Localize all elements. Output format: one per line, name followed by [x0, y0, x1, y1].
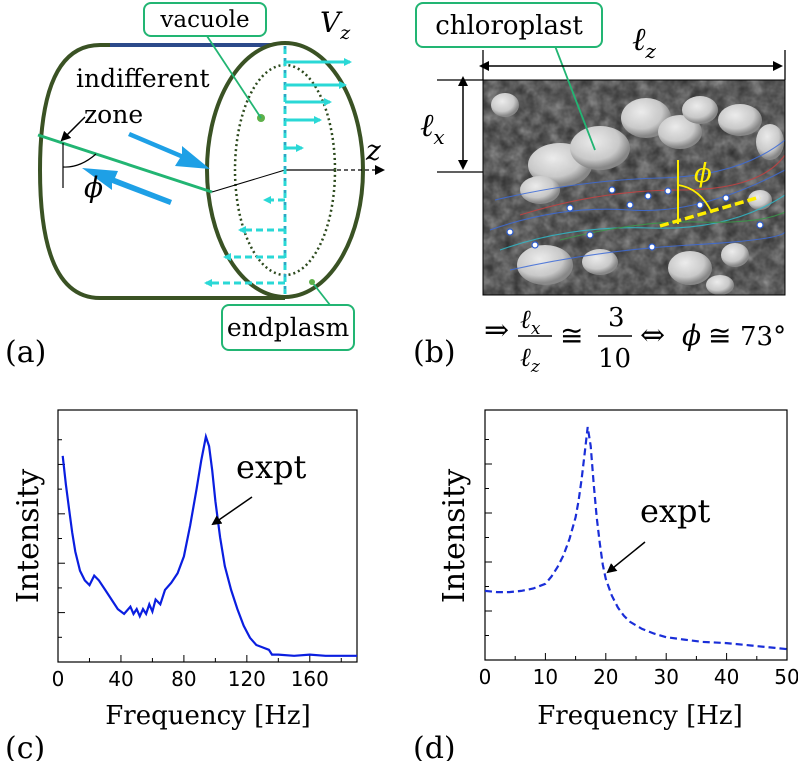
chart-d-annotation-arrow — [606, 541, 646, 574]
chart-d-annotation-text: expt — [640, 492, 710, 530]
ratio-numerator: ℓx — [520, 305, 541, 339]
velocity-label: Vz — [320, 6, 351, 44]
vacuole-label: vacuole — [159, 7, 249, 33]
x-tick-label: 120 — [228, 667, 266, 691]
x-tick-label: 20 — [593, 665, 618, 689]
endplasm-dot — [309, 279, 315, 285]
chart-c-yticks — [58, 439, 65, 638]
phi-value: 73° — [740, 322, 786, 352]
chart-c-annotation: expt — [211, 448, 306, 526]
panel-label-a: (a) — [5, 335, 46, 370]
micrograph-image — [483, 80, 785, 295]
flow-traces — [489, 139, 785, 271]
x-tick-label: 50 — [774, 665, 798, 689]
chloroplast-label: chloroplast — [435, 11, 583, 41]
indifferent-zone-ref — [211, 169, 286, 193]
chart-c-frame — [57, 409, 358, 663]
chart-c-ylabel: Intensity — [11, 469, 46, 603]
panel-label-d: (d) — [413, 731, 456, 761]
x-tick-label: 0 — [479, 665, 492, 689]
x-tick-label: 30 — [653, 665, 678, 689]
approx-symbol-2: ≅ — [708, 319, 731, 352]
phi-arc — [677, 184, 713, 214]
x-tick-label: 160 — [291, 667, 329, 691]
chart-c-annotation-text: expt — [236, 448, 306, 486]
implies-symbol: ⇒ — [484, 313, 509, 348]
angle-arc — [62, 153, 97, 168]
chart-d-xticks — [484, 653, 788, 660]
phi-dashed-line — [659, 195, 761, 228]
vacuole-pointer — [204, 32, 262, 119]
chart-d-yticks — [485, 439, 492, 636]
chart-d-xlabel: Frequency [Hz] — [537, 701, 743, 731]
chart-d-annotation: expt — [606, 492, 710, 574]
x-tick-label: 0 — [52, 667, 65, 691]
cylinder-outline — [37, 43, 285, 300]
panel-label-c: (c) — [5, 731, 45, 761]
x-tick-label: 10 — [533, 665, 558, 689]
micrograph-frame — [482, 79, 786, 296]
endplasm-callout-box — [221, 304, 355, 351]
chart-c-xticks — [57, 655, 342, 662]
tracer-dots — [506, 186, 764, 251]
chloroplast-blobs — [491, 93, 784, 295]
diagram-a: vacuole endplasm indifferent zone ϕ Vz z… — [5, 2, 385, 370]
ratio-value-den: 10 — [598, 344, 631, 374]
chart-d-frame — [484, 409, 788, 661]
indifferent-label-line2: zone — [84, 100, 143, 129]
endplasm-label: endplasm — [227, 313, 350, 342]
ratio-denominator: ℓz — [520, 343, 541, 377]
ratio-value-num: 3 — [608, 303, 625, 333]
chloroplast-callout-box — [415, 2, 603, 48]
velocity-arrows-forward — [285, 58, 352, 152]
chart-c-series-line — [61, 432, 357, 657]
velocity-arrows-backward — [204, 196, 285, 287]
z-axis-label: z — [365, 134, 381, 167]
phi-marker-label: ϕ — [694, 159, 712, 189]
chart-d-ylabel: Intensity — [437, 469, 472, 603]
vacuole-callout-box — [143, 2, 267, 37]
ratio-equation: ⇒ ℓx ℓz ≅ 3 10 ⇔ ϕ ≅ 73° — [484, 303, 786, 377]
chart-c-annotation-arrow — [211, 496, 253, 526]
indifferent-zone-line — [37, 133, 213, 194]
endplasm-pointer — [311, 281, 331, 306]
indifferent-label-line1: indifferent — [76, 64, 210, 93]
chart-d-xtick-labels: 0 10 20 30 40 50 — [479, 665, 798, 689]
iff-symbol: ⇔ — [640, 318, 665, 353]
x-tick-label: 40 — [714, 665, 739, 689]
lx-label: ℓx — [420, 106, 445, 149]
lz-label: ℓz — [632, 20, 656, 63]
x-tick-label: 80 — [171, 667, 196, 691]
chart-d-series-line — [484, 426, 788, 651]
approx-symbol-1: ≅ — [560, 319, 583, 352]
micrograph-b: ϕ chloroplast ℓz ℓx ⇒ ℓx ℓz ≅ 3 10 ⇔ — [413, 2, 786, 377]
panel-label-b: (b) — [413, 335, 456, 370]
streaming-arrows — [82, 132, 210, 205]
x-tick-label: 40 — [108, 667, 133, 691]
angle-phi-label: ϕ — [84, 171, 103, 204]
chart-c-xtick-labels: 0 40 80 120 160 — [52, 667, 329, 691]
phi-symbol: ϕ — [682, 319, 701, 352]
chart-c: 0 40 80 120 160 expt Intensity Frequency [Hz… — [5, 409, 358, 761]
chart-c-xlabel: Frequency [Hz] — [105, 701, 311, 731]
indifferent-pointer — [60, 116, 86, 142]
chart-d: 0 10 20 30 40 50 expt Intensity Frequency [Hz… — [413, 409, 798, 761]
